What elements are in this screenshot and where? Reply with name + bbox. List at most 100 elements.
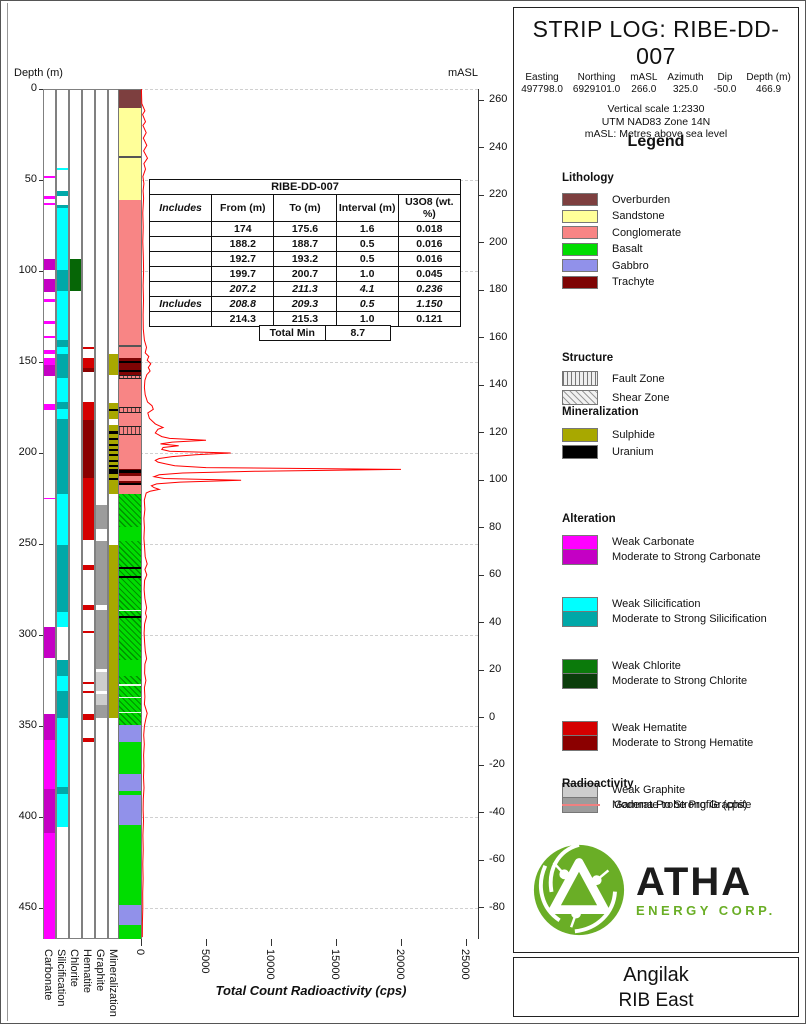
collar-field: Dip -50.0	[714, 72, 737, 96]
table-row: Includes 208.8 209.3 0.5 1.150	[148, 296, 462, 312]
gamma-tick	[205, 939, 207, 946]
depth-tick	[39, 270, 45, 272]
masl-tick	[478, 99, 484, 101]
collar-field: Azimuth 325.0	[667, 72, 703, 96]
masl-tick	[478, 717, 484, 718]
table-cell: 0.016	[397, 251, 462, 267]
legend-alteration-group: Weak Chlorite Moderate to Strong Chlorit…	[562, 659, 747, 689]
legend-label: Gabbro	[612, 259, 649, 272]
gamma-tick	[270, 939, 272, 946]
table-cell: 208.8	[211, 296, 275, 312]
strong-swatch	[562, 612, 598, 627]
track-interval	[109, 353, 120, 375]
depth-gridline	[45, 453, 478, 454]
weak-swatch	[562, 659, 598, 674]
lithology-interval	[119, 925, 141, 940]
legend-label: Uranium	[612, 446, 654, 458]
table-cell	[148, 266, 213, 282]
table-cell: 174	[211, 221, 275, 237]
legend-swatch	[562, 390, 598, 405]
table-header-cell: U3O8 (wt. %)	[397, 194, 462, 222]
table-cell: 188.7	[273, 236, 337, 252]
legend-item: Fault Zone	[562, 371, 665, 386]
depth-tick-label: 200	[18, 446, 37, 458]
lithology-interval	[119, 484, 141, 495]
track-interval	[44, 714, 55, 740]
uband	[119, 482, 141, 485]
lithology-interval	[119, 200, 141, 359]
table-header-cell: Interval (m)	[335, 194, 399, 222]
legend-swatch-pair	[562, 597, 598, 627]
track-interval	[70, 259, 81, 292]
legend-title: Legend	[627, 133, 685, 150]
masl-tick	[478, 574, 484, 576]
track-interval	[44, 195, 55, 200]
track-interval	[83, 605, 94, 610]
strong-swatch	[562, 674, 598, 689]
strong-swatch	[562, 736, 598, 751]
legend-item: Shear Zone	[562, 390, 669, 405]
track-interval	[57, 191, 68, 197]
interval-table-footer: Total Min 8.7	[259, 325, 391, 341]
field-label: Azimuth	[667, 72, 704, 83]
depth-tick	[39, 361, 45, 363]
total-min-value: 8.7	[324, 325, 391, 341]
lithology-interval	[119, 825, 141, 906]
contact	[119, 344, 141, 347]
track-interval	[83, 681, 94, 685]
legend-alteration-group: Weak Silicification Moderate to Strong S…	[562, 597, 767, 627]
table-row: 192.7 193.2 0.5 0.016	[148, 251, 462, 267]
table-cell: 0.236	[397, 281, 462, 297]
track-interval	[57, 676, 68, 691]
table-cell: 199.7	[211, 266, 275, 282]
depth-tick-label: 300	[18, 628, 37, 640]
track-interval	[57, 794, 68, 828]
legend-item: Trachyte	[562, 275, 654, 289]
table-cell: 200.7	[273, 266, 337, 282]
logo-text: ATHA ENERGY CORP.	[636, 862, 776, 918]
wline	[119, 696, 141, 699]
masl-tick-label: 160	[489, 330, 508, 343]
track-label-hematite: Hematite	[81, 949, 93, 994]
track-interval	[57, 545, 68, 613]
track-interval	[83, 358, 94, 369]
uband	[119, 360, 141, 363]
track-interval	[83, 368, 94, 373]
track-interval	[57, 270, 68, 292]
track-label-chlorite: Chlorite	[68, 949, 80, 987]
collar-field: Easting 497798.0	[521, 72, 563, 96]
track-interval	[96, 705, 107, 718]
track-interval	[57, 419, 68, 495]
track-interval	[57, 168, 68, 171]
track-interval	[57, 353, 68, 379]
masl-tick-label: 0	[489, 710, 496, 723]
track-interval	[57, 494, 68, 545]
depth-tick	[39, 634, 45, 636]
table-title: RIBE-DD-007	[149, 179, 461, 195]
weak-swatch	[562, 535, 598, 550]
table-cell	[148, 311, 213, 327]
legend-heading-structure: Structure	[562, 352, 614, 364]
masl-tick-label: 200	[489, 235, 508, 248]
legend-alteration-group: Weak Hematite Moderate to Strong Hematit…	[562, 721, 753, 751]
lithology-interval	[119, 790, 141, 796]
page-title: STRIP LOG: RIBE-DD-007	[532, 16, 780, 69]
track-interval	[44, 335, 55, 339]
project-title-box: Angilak RIB East	[513, 957, 799, 1017]
track-interval	[57, 787, 68, 795]
legend-swatch	[562, 242, 598, 256]
uband	[119, 575, 141, 579]
masl-tick	[478, 194, 484, 196]
masl-tick	[478, 622, 484, 623]
masl-tick	[478, 527, 484, 528]
track-interval	[96, 694, 107, 706]
track-interval	[57, 409, 68, 420]
table-cell: 0.5	[335, 236, 399, 252]
lithology-interval	[119, 374, 141, 469]
gamma-tick	[465, 939, 467, 946]
masl-tick	[478, 432, 484, 433]
legend-swatch	[562, 259, 598, 272]
gamma-tick-label: 5000	[199, 949, 211, 974]
masl-tick	[478, 337, 484, 338]
legend-heading-mineralization: Mineralization	[562, 406, 639, 418]
